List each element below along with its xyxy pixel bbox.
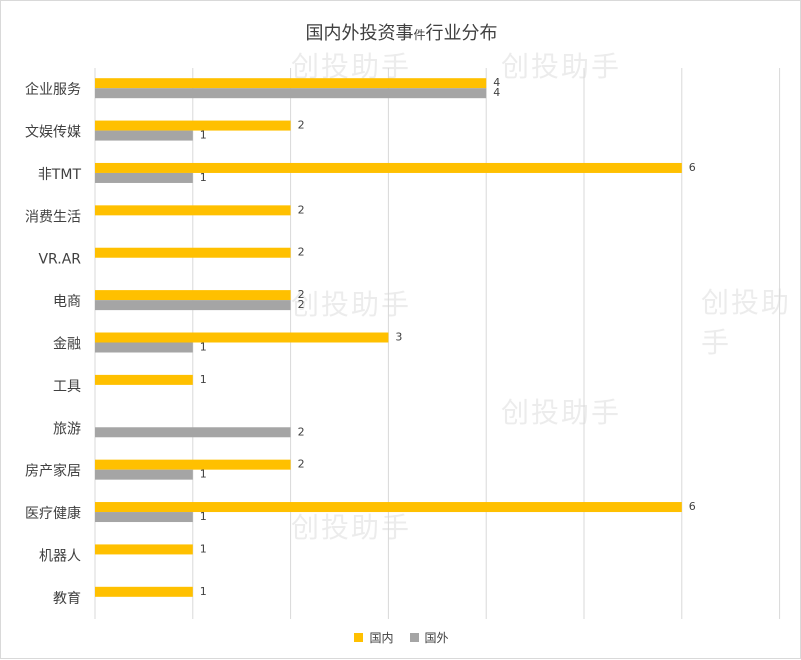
bar-foreign	[95, 130, 193, 141]
bar-domestic	[95, 544, 193, 555]
bar-domestic	[95, 502, 682, 513]
legend-label-domestic: 国内	[369, 631, 394, 645]
data-label: 6	[689, 161, 696, 174]
data-label: 2	[298, 298, 305, 311]
legend-item-domestic: 国内	[354, 629, 394, 646]
data-label: 1	[200, 373, 207, 386]
bar-foreign	[95, 300, 291, 311]
category-label: 文娱传媒	[25, 125, 81, 141]
data-label: 1	[200, 542, 207, 555]
category-label: 机器人	[39, 548, 81, 564]
data-label: 2	[298, 425, 305, 438]
chart-title: 国内外投资事件行业分布	[1, 19, 801, 45]
data-label: 1	[200, 341, 207, 354]
legend-swatch-foreign	[409, 633, 419, 642]
data-label: 2	[298, 458, 305, 471]
title-tail: 行业分布	[425, 23, 498, 44]
bar-domestic	[95, 162, 682, 173]
data-label: 2	[298, 246, 305, 259]
data-label: 3	[395, 331, 402, 344]
bar-domestic	[95, 586, 193, 597]
data-label: 1	[200, 585, 207, 598]
bar-foreign	[95, 342, 193, 353]
category-label: 企业服务	[25, 81, 81, 98]
data-label: 4	[493, 76, 500, 89]
category-label: 教育	[53, 591, 81, 607]
category-label: 消费生活	[25, 209, 81, 225]
bar-foreign	[95, 172, 193, 183]
category-label: 工具	[53, 379, 81, 395]
bar-domestic	[95, 120, 291, 131]
legend-label-foreign: 国外	[424, 631, 449, 645]
category-label: 医疗健康	[25, 505, 81, 522]
bar-foreign	[95, 88, 487, 99]
data-label: 1	[200, 510, 207, 523]
bar-domestic	[95, 374, 193, 385]
category-label: VR.AR	[38, 252, 81, 268]
data-label: 1	[200, 129, 207, 142]
category-label: 电商	[53, 294, 81, 310]
title-small: 件	[413, 28, 426, 42]
bar-domestic	[95, 78, 487, 89]
data-label: 1	[200, 468, 207, 481]
legend-swatch-domestic	[354, 633, 364, 642]
category-label: 房产家居	[25, 463, 81, 480]
data-label: 6	[689, 500, 696, 513]
data-label: 2	[298, 288, 305, 301]
category-label: 旅游	[53, 421, 81, 437]
bar-domestic	[95, 205, 291, 216]
data-label: 1	[200, 171, 207, 184]
bar-domestic	[95, 332, 389, 343]
category-label: 非TMT	[38, 167, 82, 183]
bar-foreign	[95, 427, 291, 438]
bar-domestic	[95, 290, 291, 301]
title-main: 国内外投资事	[305, 23, 414, 44]
bar-foreign	[95, 469, 193, 480]
bar-foreign	[95, 512, 193, 523]
data-label: 4	[493, 86, 500, 99]
legend: 国内 国外	[1, 629, 801, 646]
bar-domestic	[95, 247, 291, 258]
legend-item-foreign: 国外	[409, 629, 449, 646]
bar-domestic	[95, 459, 291, 470]
data-label: 2	[298, 203, 305, 216]
data-label: 2	[298, 119, 305, 132]
category-label: 金融	[53, 337, 81, 353]
